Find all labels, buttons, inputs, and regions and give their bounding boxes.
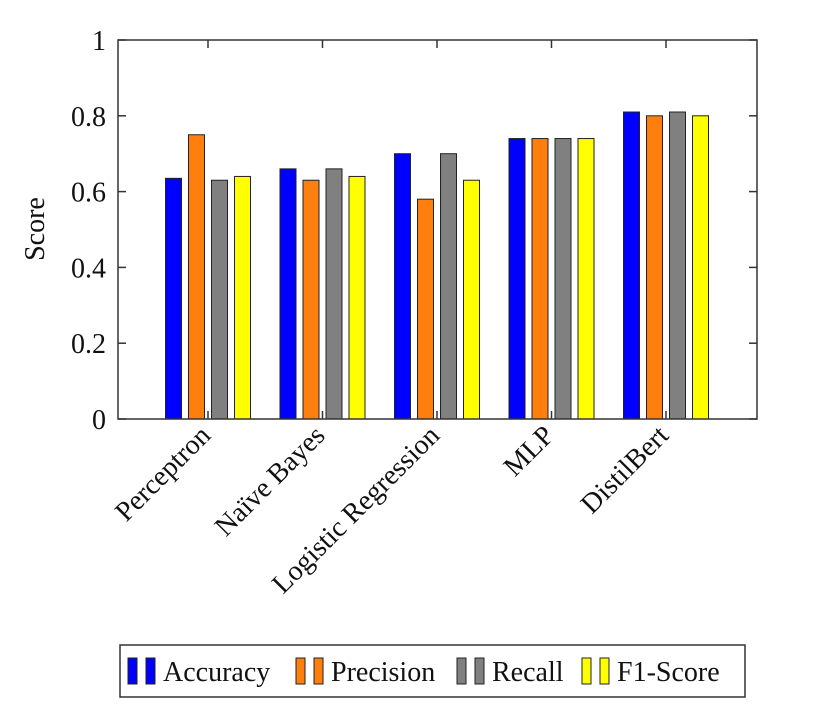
y-tick-label: 0: [92, 405, 106, 436]
category-label: DistilBert: [575, 420, 675, 520]
y-tick-label: 0.6: [71, 178, 106, 209]
bar-recall: [554, 138, 572, 420]
bars-group: [165, 111, 709, 420]
bar-precision: [531, 138, 549, 420]
legend: Accuracy Precision Recall F1-Score: [119, 644, 746, 698]
bar-f1-score: [348, 175, 366, 420]
category-label: MLP: [498, 420, 561, 483]
bar-accuracy: [165, 177, 182, 420]
category-label: Naïve Bayes: [209, 420, 332, 543]
legend-label: Precision: [331, 657, 435, 688]
legend-box: [119, 644, 746, 698]
bar-f1-score: [463, 179, 480, 420]
bar-f1-score: [234, 175, 251, 420]
legend-swatch: [474, 657, 485, 685]
y-tick-label: 0.4: [71, 253, 106, 284]
legend-label: F1-Score: [617, 657, 720, 688]
bar-accuracy: [394, 153, 411, 420]
y-tick-label: 1: [92, 26, 106, 57]
category-label: Perceptron: [109, 420, 217, 528]
legend-label: Accuracy: [163, 657, 270, 688]
legend-label: Recall: [492, 657, 564, 688]
legend-swatch: [456, 657, 467, 685]
bar-recall: [211, 179, 228, 420]
legend-swatch: [295, 657, 306, 685]
bar-accuracy: [508, 138, 526, 420]
legend-swatch: [145, 657, 156, 685]
legend-swatch: [581, 657, 592, 685]
bar-f1-score: [577, 138, 595, 420]
y-tick-labels: 0 0.2 0.4 0.6 0.8 1: [71, 26, 106, 436]
y-tick-label: 0.2: [71, 329, 106, 360]
bar-precision: [302, 179, 320, 420]
bar-f1-score: [692, 115, 709, 420]
bar-precision: [646, 115, 663, 420]
bar-recall: [669, 111, 686, 420]
bar-precision: [417, 198, 434, 420]
bar-accuracy: [279, 168, 297, 420]
bar-recall: [440, 153, 457, 420]
ticks-group: [118, 39, 757, 420]
legend-swatch: [127, 657, 138, 685]
legend-swatch: [313, 657, 324, 685]
bar-accuracy: [623, 111, 640, 420]
legend-swatch: [599, 657, 610, 685]
bar-precision: [188, 134, 205, 420]
y-axis-title: Score: [20, 197, 51, 261]
y-tick-label: 0.8: [71, 102, 106, 133]
bar-recall: [325, 168, 343, 420]
